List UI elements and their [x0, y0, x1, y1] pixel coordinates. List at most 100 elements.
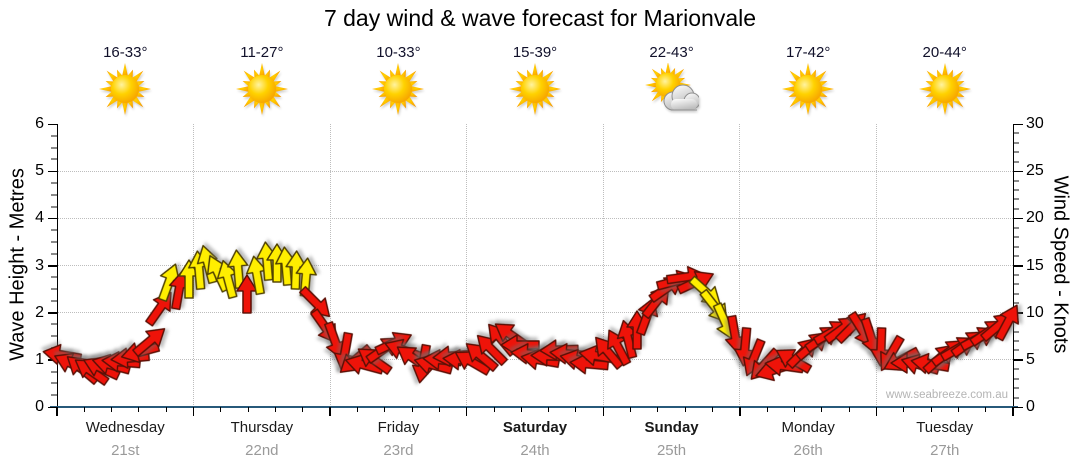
left-axis-major-tick: [48, 217, 57, 220]
left-axis-major-tick: [48, 312, 57, 314]
x-axis-minor-tick: [957, 407, 959, 412]
right-axis-minor-tick: [1014, 396, 1019, 399]
wind-arrow: [127, 319, 173, 363]
right-axis-minor-tick: [1014, 349, 1019, 352]
x-axis-minor-tick: [793, 407, 795, 412]
x-axis-minor-tick: [302, 407, 304, 412]
day-label: Thursday: [230, 419, 294, 436]
right-axis-minor-tick: [1014, 255, 1019, 258]
x-axis-minor-tick: [138, 407, 140, 412]
left-axis-tick-label: 4: [35, 209, 44, 227]
x-axis-major-tick: [465, 407, 468, 416]
right-axis-minor-tick: [1014, 226, 1019, 229]
temperature-label: 16-33°: [103, 44, 148, 61]
left-axis-minor-tick: [51, 193, 57, 196]
right-axis-tick-label: 15: [1026, 256, 1044, 274]
right-axis-minor-tick: [1014, 273, 1019, 276]
right-axis-tick-label: 5: [1026, 350, 1035, 368]
left-axis-tick-label: 3: [35, 256, 44, 274]
left-axis-minor-tick: [51, 252, 57, 255]
right-axis-minor-tick: [1014, 207, 1019, 210]
day-label: Friday: [377, 419, 420, 436]
right-axis-major-tick: [1014, 123, 1023, 125]
right-axis-title: Wind Speed - Knots: [1049, 175, 1072, 354]
wind-arrow: [235, 274, 259, 314]
left-axis-tick-label: 1: [35, 350, 44, 368]
right-axis-tick-label: 30: [1026, 115, 1044, 132]
x-axis-minor-tick: [220, 407, 222, 412]
date-label: 25th: [656, 442, 687, 459]
right-axis-minor-tick: [1014, 179, 1019, 182]
temperature-label: 15-39°: [512, 44, 558, 61]
x-axis-minor-tick: [985, 407, 987, 412]
x-axis-major-tick: [602, 407, 605, 416]
date-label: 27th: [930, 442, 960, 459]
partly-cloudy-icon: [644, 62, 701, 117]
date-label: 22nd: [245, 442, 279, 459]
x-axis-minor-tick: [493, 407, 495, 412]
right-axis-tick-label: 20: [1026, 209, 1044, 227]
right-axis-minor-tick: [1014, 292, 1019, 295]
left-axis-line: [57, 124, 58, 408]
x-axis-minor-tick: [848, 407, 850, 412]
left-axis-major-tick: [48, 265, 57, 267]
left-axis-minor-tick: [51, 134, 57, 137]
left-axis-tick-label: 6: [35, 115, 44, 132]
right-axis-minor-tick: [1014, 160, 1019, 163]
x-axis-major-tick: [875, 407, 878, 416]
right-axis-tick-label: 10: [1026, 303, 1044, 321]
chart-title: 7 day wind & wave forecast for Marionval…: [323, 5, 757, 31]
temperature-label: 22-43°: [649, 44, 694, 61]
x-axis-minor-tick: [821, 407, 823, 412]
x-axis-minor-tick: [83, 407, 85, 412]
wind-arrow: [242, 253, 273, 297]
x-axis-minor-tick: [712, 407, 714, 412]
right-axis-major-tick: [1014, 170, 1023, 173]
day-label: Sunday: [644, 419, 699, 436]
temperature-label: 20-44°: [922, 44, 967, 61]
right-axis-minor-tick: [1014, 151, 1019, 154]
left-axis-major-tick: [48, 123, 57, 125]
v-gridline: [466, 124, 468, 407]
sun-icon: [918, 63, 972, 117]
right-axis-minor-tick: [1014, 245, 1019, 248]
left-axis-minor-tick: [51, 146, 57, 149]
date-label: 21st: [111, 442, 140, 459]
left-axis-minor-tick: [51, 181, 57, 184]
v-gridline: [875, 124, 877, 407]
left-axis-tick-label: 5: [35, 162, 44, 180]
left-axis-major-tick: [48, 406, 57, 408]
x-axis-minor-tick: [548, 407, 550, 412]
date-label: 26th: [793, 442, 823, 459]
wind-arrow: [151, 260, 187, 306]
left-axis-tick-label: 2: [35, 303, 44, 321]
left-axis-minor-tick: [51, 288, 57, 291]
right-axis-minor-tick: [1014, 189, 1019, 192]
wind-arrow: [988, 299, 1028, 346]
wind-arrow: [253, 240, 280, 282]
day-label: Wednesday: [85, 419, 165, 436]
right-axis-minor-tick: [1014, 377, 1019, 380]
right-axis-tick-label: 25: [1026, 162, 1044, 180]
date-label: 24th: [520, 442, 550, 459]
right-axis-minor-tick: [1014, 330, 1019, 333]
wind-arrow: [468, 326, 513, 371]
x-axis-minor-tick: [930, 407, 932, 412]
right-axis-major-tick: [1014, 359, 1023, 361]
right-axis-minor-tick: [1014, 198, 1019, 201]
left-axis-minor-tick: [51, 335, 57, 338]
left-axis-minor-tick: [51, 158, 57, 161]
right-axis-major-tick: [1014, 265, 1023, 267]
right-axis-minor-tick: [1014, 283, 1019, 286]
x-axis-minor-tick: [766, 407, 768, 412]
left-axis-minor-tick: [51, 276, 57, 279]
left-axis-minor-tick: [51, 229, 57, 232]
left-axis-minor-tick: [51, 394, 57, 397]
sun-icon: [98, 63, 152, 117]
left-axis-minor-tick: [51, 205, 57, 208]
x-axis-minor-tick: [630, 407, 632, 412]
day-label: Monday: [781, 419, 835, 436]
right-axis-minor-tick: [1014, 387, 1019, 390]
wind-arrow: [458, 334, 504, 378]
